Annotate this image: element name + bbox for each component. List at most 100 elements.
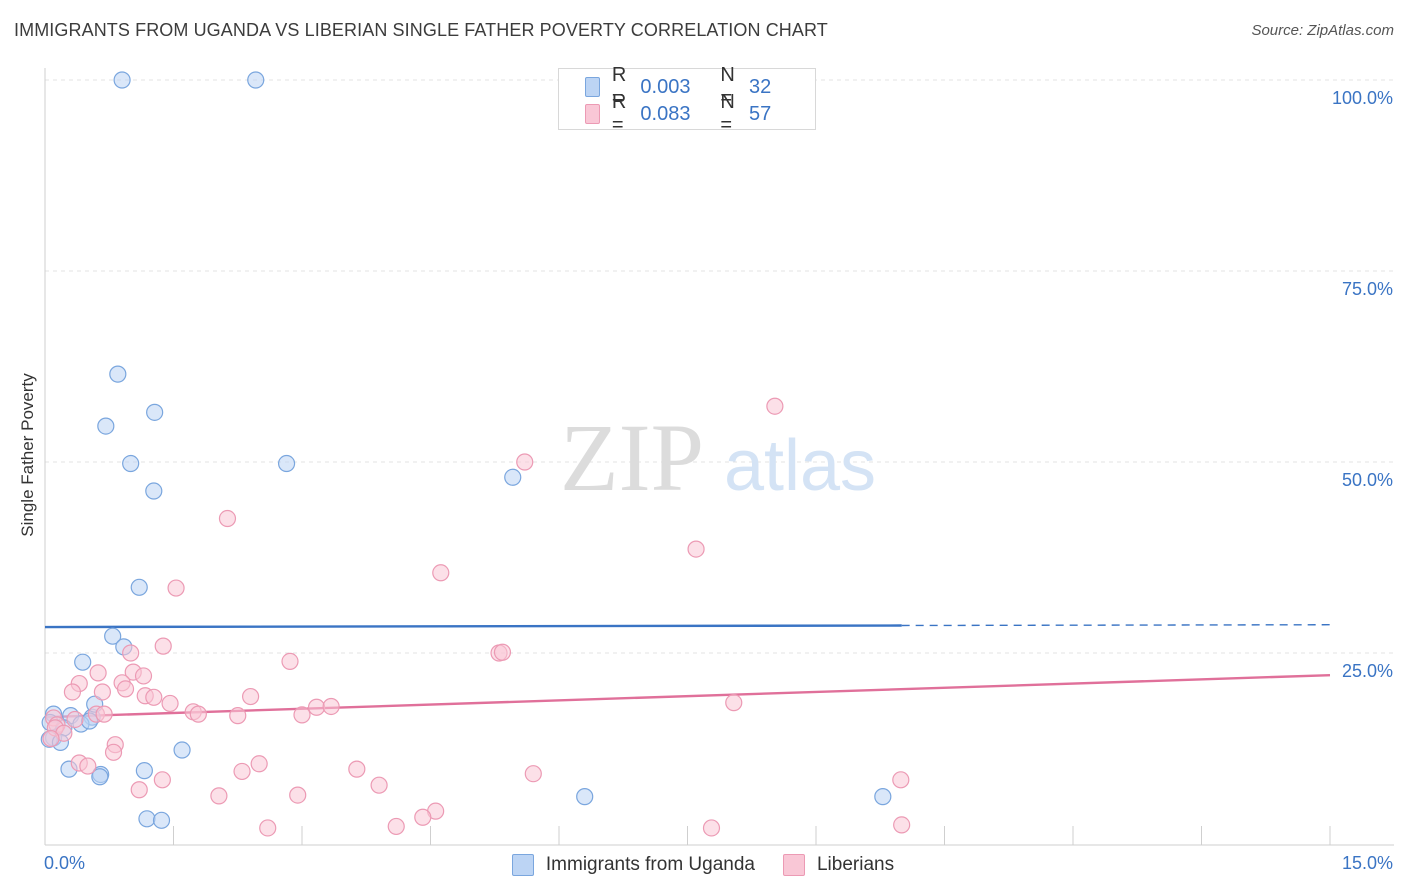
series-label-uganda: Immigrants from Uganda [545, 854, 755, 875]
data-point [138, 810, 156, 828]
data-point [116, 680, 135, 698]
data-point [210, 787, 228, 805]
legend-r-value: 0.083 [640, 102, 691, 125]
data-point [122, 454, 140, 473]
legend-row-liberians: R = 0.083 N = 57 [585, 91, 815, 136]
data-point [233, 762, 251, 781]
data-point [576, 788, 594, 806]
legend-n-value: 32 [748, 75, 772, 98]
data-point [130, 578, 148, 596]
legend-swatch-uganda [585, 77, 600, 97]
data-point [247, 71, 265, 89]
data-point [91, 768, 109, 786]
data-point [189, 705, 207, 723]
legend-row-uganda: R = 0.003 N = 32 [585, 64, 815, 109]
correlation-legend: R = 0.003 N = 32 R = 0.083 N = 57 [558, 64, 816, 136]
legend-r-key: R = [611, 64, 627, 109]
data-point [135, 762, 153, 780]
data-point [516, 453, 534, 471]
data-point [242, 687, 260, 706]
data-point [277, 454, 296, 473]
data-point [104, 627, 122, 645]
data-point [725, 694, 743, 712]
data-point [370, 776, 388, 794]
tick-labels: 25.0% 50.0% 75.0% 100.0% 0.0% 15.0% [44, 88, 1393, 873]
chart-title: IMMIGRANTS FROM UGANDA VS LIBERIAN SINGL… [14, 20, 828, 40]
data-point [524, 765, 542, 783]
legend-n-key: N = [720, 91, 735, 136]
source-label: Source: ZipAtlas.com [1251, 22, 1394, 39]
data-point [173, 741, 191, 759]
data-point [229, 707, 247, 725]
data-point [89, 664, 107, 682]
legend-swatch-liberians [585, 104, 600, 124]
data-point [130, 781, 148, 799]
data-point [702, 819, 721, 837]
data-point [145, 482, 163, 500]
series-legend: Immigrants from Uganda Liberians [0, 852, 1406, 878]
trend-line-extension-0 [901, 624, 1331, 627]
trend-line-0 [44, 624, 902, 629]
data-point [97, 417, 115, 435]
data-point [74, 653, 92, 671]
y-tick-label: 75.0% [1342, 279, 1393, 299]
series-swatch-uganda [511, 854, 534, 876]
legend-n-value: 57 [748, 102, 772, 125]
series-legend-uganda: Immigrants from Uganda [511, 854, 755, 876]
series-swatch-liberians [782, 854, 805, 876]
data-point [154, 637, 172, 655]
data-point [218, 509, 237, 528]
data-point [153, 771, 171, 789]
data-point [161, 694, 179, 713]
data-point [493, 643, 512, 661]
data-point [66, 710, 84, 729]
axes [44, 68, 1394, 846]
data-point [893, 816, 911, 834]
data-point [134, 667, 153, 685]
data-point [250, 755, 268, 773]
watermark-zip: ZIP [560, 404, 704, 511]
legend-r-key: R = [611, 91, 627, 136]
data-point [79, 757, 97, 775]
data-point [687, 540, 705, 558]
data-point [152, 811, 171, 829]
data-point [892, 771, 910, 789]
data-point [387, 817, 405, 836]
data-point [167, 579, 185, 597]
data-point [42, 729, 60, 748]
y-tick-label: 50.0% [1342, 470, 1393, 490]
data-point [322, 697, 340, 716]
data-points [40, 71, 911, 837]
series-label-liberians: Liberians [816, 854, 895, 875]
x-tick-label: 15.0% [1342, 853, 1393, 873]
legend-r-value: 0.003 [640, 75, 691, 98]
data-point [432, 564, 450, 582]
data-point [289, 786, 307, 804]
data-point [348, 760, 366, 778]
data-point [293, 706, 311, 724]
data-point [113, 71, 131, 89]
data-point [259, 819, 277, 837]
series-legend-liberians: Liberians [782, 854, 895, 876]
series-points-1 [42, 397, 911, 837]
data-point [104, 743, 123, 761]
data-point [122, 644, 140, 662]
data-point [145, 688, 163, 706]
y-tick-label: 100.0% [1332, 88, 1393, 108]
gridlines [45, 79, 1394, 654]
watermark: ZIP atlas [560, 404, 876, 511]
data-point [504, 468, 522, 486]
data-point [414, 808, 432, 826]
data-point [307, 698, 326, 716]
data-point [874, 788, 892, 806]
data-point [146, 403, 164, 421]
y-axis-title: Single Father Poverty [18, 373, 37, 537]
data-point [766, 397, 784, 415]
data-point [63, 683, 82, 701]
data-point [95, 705, 113, 723]
legend-n-key: N = [720, 64, 735, 109]
trend-lines [44, 624, 1331, 719]
data-point [281, 652, 299, 671]
data-point [93, 683, 111, 701]
